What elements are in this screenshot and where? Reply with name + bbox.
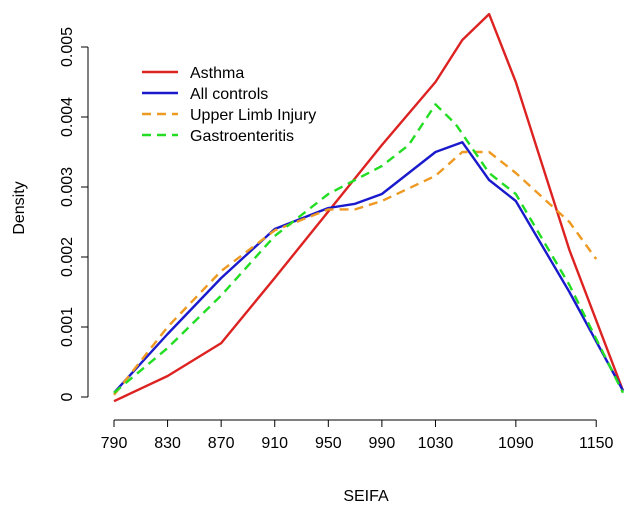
x-tick-label: 910 bbox=[261, 435, 288, 452]
series-line-asthma bbox=[113, 12, 624, 403]
y-axis: 0 0.001 0.002 0.003 0.004 0.005 bbox=[59, 27, 89, 401]
series-line-all-controls bbox=[113, 140, 624, 394]
x-tick-label: 870 bbox=[208, 435, 235, 452]
legend-label: Asthma bbox=[190, 65, 244, 82]
y-axis-title: Density bbox=[11, 181, 28, 234]
legend: Asthma All controls Upper Limb Injury Gastr… bbox=[142, 65, 316, 145]
x-tick-label: 990 bbox=[369, 435, 396, 452]
legend-label: Upper Limb Injury bbox=[190, 107, 316, 124]
legend-label: All controls bbox=[190, 86, 268, 103]
y-tick-label: 0.004 bbox=[59, 97, 76, 137]
y-tick-label: 0.002 bbox=[59, 237, 76, 277]
x-tick-label: 790 bbox=[101, 435, 128, 452]
series-line-upper-limb-injury bbox=[113, 150, 598, 396]
plot-lines bbox=[113, 12, 624, 403]
y-tick-label: 0.005 bbox=[59, 27, 76, 67]
series-line-gastroenteritis bbox=[113, 103, 624, 394]
x-tick-label: 1090 bbox=[498, 435, 534, 452]
x-axis-title: SEIFA bbox=[343, 488, 389, 505]
y-tick-label: 0 bbox=[59, 392, 76, 401]
x-axis: 790 830 870 910 950 990 1030 1090 1150 bbox=[101, 419, 614, 452]
y-tick-label: 0.003 bbox=[59, 167, 76, 207]
x-tick-label: 950 bbox=[315, 435, 342, 452]
x-tick-label: 1150 bbox=[579, 435, 614, 452]
x-tick-label: 830 bbox=[154, 435, 181, 452]
x-tick-label: 1030 bbox=[418, 435, 454, 452]
legend-label: Gastroenteritis bbox=[190, 128, 294, 145]
y-tick-label: 0.001 bbox=[59, 307, 76, 347]
